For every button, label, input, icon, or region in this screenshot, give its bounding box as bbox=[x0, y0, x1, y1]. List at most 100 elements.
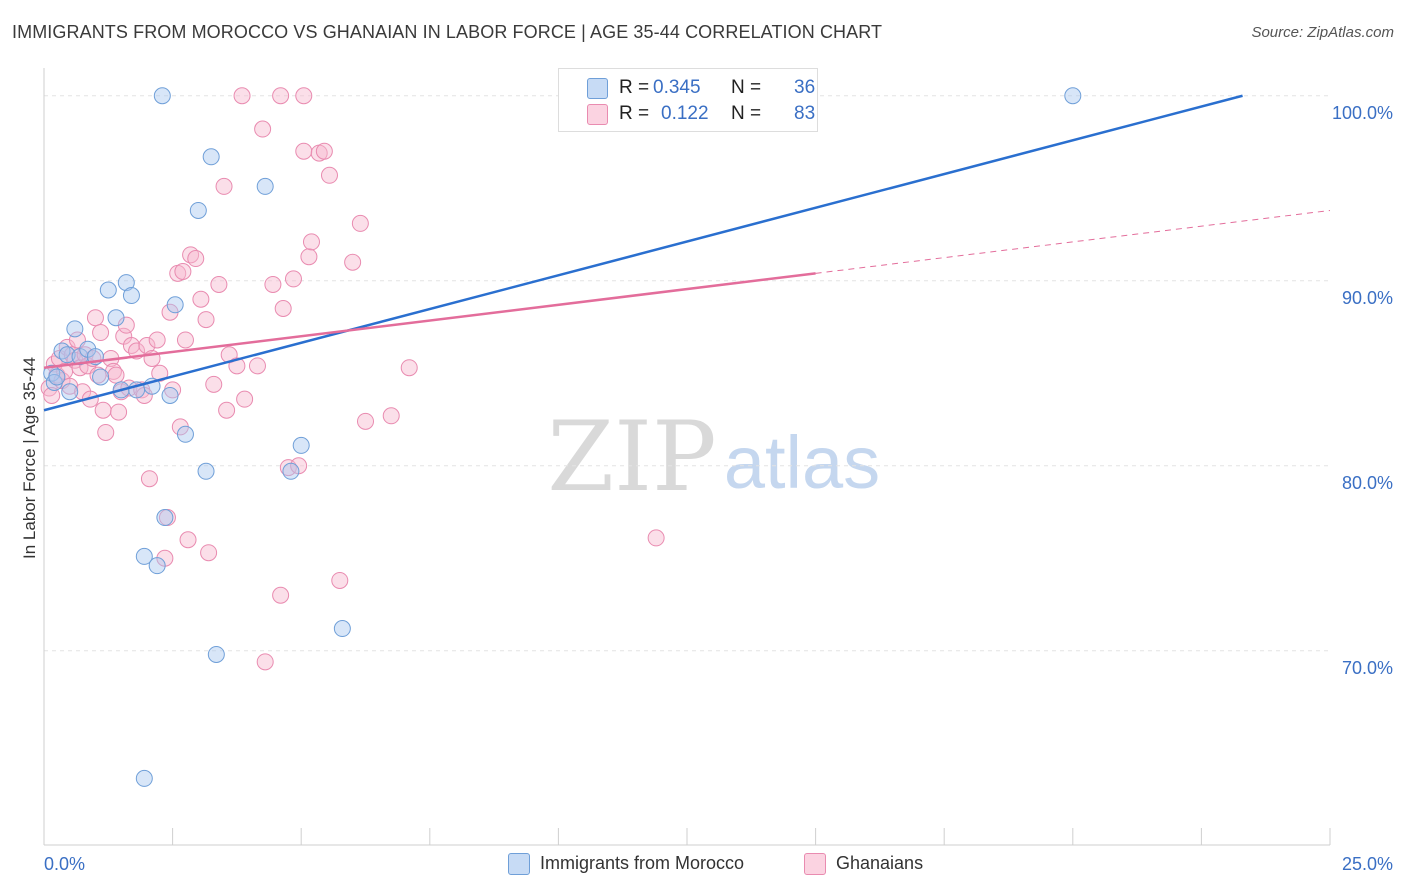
ghanaian-point bbox=[94, 401, 112, 419]
ghanaian-point bbox=[92, 324, 110, 342]
morocco-point bbox=[107, 309, 125, 327]
morocco-point bbox=[122, 287, 140, 305]
morocco-point bbox=[207, 645, 225, 663]
ghanaian-trend-line bbox=[43, 272, 816, 369]
morocco-point bbox=[292, 436, 310, 454]
ghanaian-point bbox=[236, 390, 254, 408]
morocco-point bbox=[282, 462, 300, 480]
watermark-zip: ZIP bbox=[547, 401, 716, 513]
x-tick-label: 0.0% bbox=[44, 854, 85, 874]
morocco-point bbox=[166, 296, 184, 314]
ghanaian-point bbox=[320, 166, 338, 184]
morocco-point bbox=[333, 620, 351, 638]
ghanaian-point bbox=[210, 275, 228, 293]
ghanaian-point bbox=[295, 142, 313, 160]
y-tick-label: 80.0% bbox=[1342, 473, 1393, 493]
ghanaian-point bbox=[248, 357, 266, 375]
ghanaian-point bbox=[205, 375, 223, 393]
legend-r-label: R = bbox=[619, 77, 650, 98]
morocco-point bbox=[156, 509, 174, 527]
ghanaian-point bbox=[86, 309, 104, 327]
ghanaian-point bbox=[215, 177, 233, 195]
ghanaian-point bbox=[179, 531, 197, 549]
y-tick-label: 90.0% bbox=[1342, 288, 1393, 308]
ghanaian-point bbox=[151, 364, 169, 382]
ghanaian-trend-extension bbox=[815, 209, 1331, 274]
ghanaian-point bbox=[400, 359, 418, 377]
morocco-point bbox=[135, 547, 153, 565]
morocco-point bbox=[189, 201, 207, 219]
ghanaian-point bbox=[107, 366, 125, 384]
ghanaian-point bbox=[148, 331, 166, 349]
ghanaian-point bbox=[110, 403, 128, 421]
y-tick-label: 100.0% bbox=[1332, 103, 1393, 123]
ghanaian-point bbox=[351, 214, 369, 232]
morocco-point bbox=[197, 462, 215, 480]
legend-n-label: N = bbox=[731, 77, 762, 98]
legend-n-value: 83 bbox=[794, 103, 816, 124]
ghanaian-point bbox=[274, 300, 292, 317]
morocco-point bbox=[202, 148, 220, 166]
ghanaian-point bbox=[197, 311, 215, 329]
morocco-point bbox=[161, 386, 179, 404]
legend-swatch-pink bbox=[804, 853, 826, 875]
ghanaian-point bbox=[256, 653, 274, 671]
morocco-point bbox=[176, 425, 194, 443]
legend-n-label: N = bbox=[731, 103, 762, 124]
ghanaian-point bbox=[315, 142, 333, 160]
chart-title: IMMIGRANTS FROM MOROCCO VS GHANAIAN IN L… bbox=[12, 22, 883, 42]
morocco-point bbox=[148, 557, 166, 575]
morocco-point bbox=[153, 87, 171, 105]
ghanaian-point bbox=[331, 571, 349, 589]
correlation-legend: R = 0.345 N = 36 R = 0.122 N = 83 bbox=[558, 68, 818, 132]
morocco-point bbox=[1064, 87, 1082, 105]
ghanaian-point bbox=[357, 412, 374, 430]
legend-swatch-pink bbox=[587, 104, 608, 125]
morocco-point bbox=[99, 281, 117, 299]
ghanaian-point bbox=[272, 87, 290, 105]
legend-label-morocco: Immigrants from Morocco bbox=[540, 853, 745, 873]
ghanaian-point bbox=[140, 470, 158, 488]
ghanaian-point bbox=[43, 386, 61, 404]
legend-r-value: 0.345 bbox=[653, 77, 701, 98]
x-tick-label: 25.0% bbox=[1342, 854, 1393, 874]
ghanaian-point bbox=[174, 263, 192, 280]
morocco-point bbox=[92, 368, 110, 386]
ghanaian-point bbox=[264, 275, 282, 293]
morocco-point bbox=[117, 274, 135, 292]
ghanaian-point bbox=[97, 423, 115, 441]
ghanaian-point bbox=[233, 87, 251, 105]
morocco-point bbox=[66, 320, 84, 338]
morocco-point bbox=[256, 177, 274, 195]
ghanaian-point bbox=[187, 250, 205, 268]
ghanaian-point bbox=[254, 120, 272, 138]
ghanaian-point bbox=[272, 586, 290, 604]
legend-n-value: 36 bbox=[794, 77, 816, 98]
ghanaian-point bbox=[344, 253, 362, 271]
ghanaian-point bbox=[284, 270, 302, 288]
ghanaian-point bbox=[295, 87, 313, 105]
morocco-point bbox=[61, 383, 79, 401]
ghanaian-point bbox=[176, 331, 194, 349]
ghanaian-point bbox=[218, 401, 236, 419]
ghanaian-point bbox=[382, 407, 400, 425]
watermark-atlas: atlas bbox=[724, 421, 880, 504]
morocco-point bbox=[58, 346, 76, 364]
ghanaian-point bbox=[647, 529, 665, 547]
morocco-trend-line bbox=[43, 94, 1243, 412]
ghanaian-point bbox=[300, 248, 318, 266]
legend-r-label: R = bbox=[619, 103, 650, 124]
morocco-point bbox=[48, 368, 66, 386]
legend-label-ghanaians: Ghanaians bbox=[836, 853, 924, 873]
y-tick-label: 70.0% bbox=[1342, 658, 1393, 678]
legend-swatch-blue bbox=[587, 78, 608, 99]
source-credit: Source: ZipAtlas.com bbox=[1251, 24, 1394, 41]
morocco-point bbox=[135, 769, 153, 787]
ghanaian-point bbox=[302, 233, 320, 251]
ghanaian-point bbox=[192, 290, 210, 308]
ghanaian-point bbox=[200, 544, 218, 562]
ghanaian-point bbox=[138, 337, 156, 354]
legend-swatch-blue bbox=[508, 853, 530, 875]
legend-r-value: 0.122 bbox=[661, 103, 709, 124]
